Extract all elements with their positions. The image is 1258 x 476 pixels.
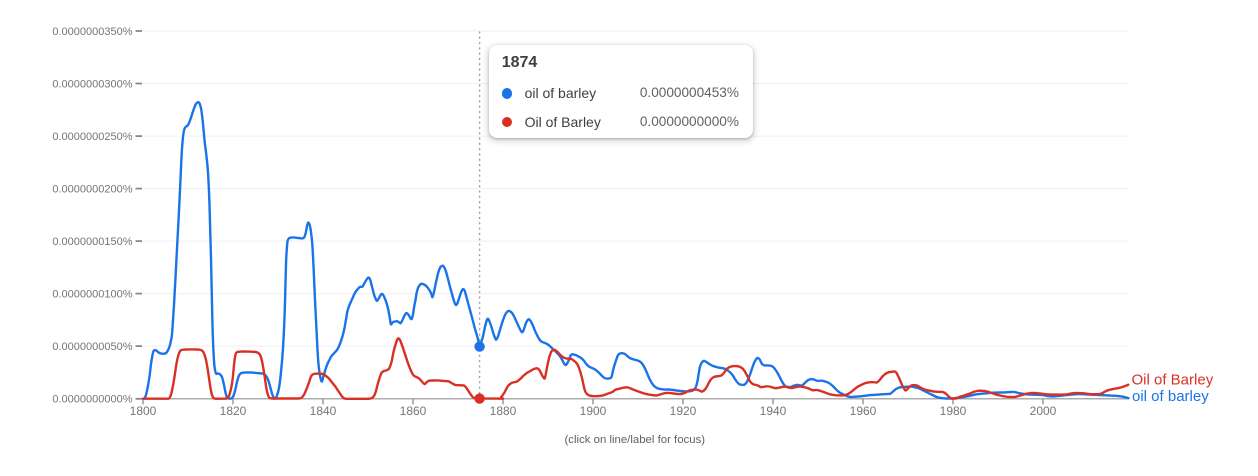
svg-text:Oil of Barley: Oil of Barley — [1132, 372, 1214, 389]
svg-text:1980: 1980 — [940, 404, 967, 418]
svg-text:1820: 1820 — [220, 404, 247, 418]
svg-text:1960: 1960 — [850, 404, 877, 418]
svg-text:1880: 1880 — [490, 404, 517, 418]
svg-text:1920: 1920 — [670, 404, 697, 418]
svg-text:0.0000000250%: 0.0000000250% — [52, 131, 132, 143]
svg-text:1900: 1900 — [580, 404, 607, 418]
svg-text:0.0000000350%: 0.0000000350% — [52, 26, 132, 38]
svg-text:2000: 2000 — [1030, 404, 1057, 418]
svg-text:1860: 1860 — [400, 404, 427, 418]
svg-text:1940: 1940 — [760, 404, 787, 418]
svg-text:0.0000000200%: 0.0000000200% — [52, 184, 132, 196]
svg-text:0.0000000300%: 0.0000000300% — [52, 79, 132, 91]
svg-text:(click on line/label for focus: (click on line/label for focus) — [565, 434, 706, 446]
svg-text:1840: 1840 — [310, 404, 337, 418]
svg-text:1800: 1800 — [130, 404, 157, 418]
svg-text:0.0000000150%: 0.0000000150% — [52, 236, 132, 248]
svg-text:0.0000000000%: 0.0000000000% — [52, 394, 132, 406]
svg-text:oil of barley: oil of barley — [1132, 388, 1209, 405]
svg-text:0.0000000050%: 0.0000000050% — [52, 341, 132, 353]
svg-text:0.0000000100%: 0.0000000100% — [52, 289, 132, 301]
